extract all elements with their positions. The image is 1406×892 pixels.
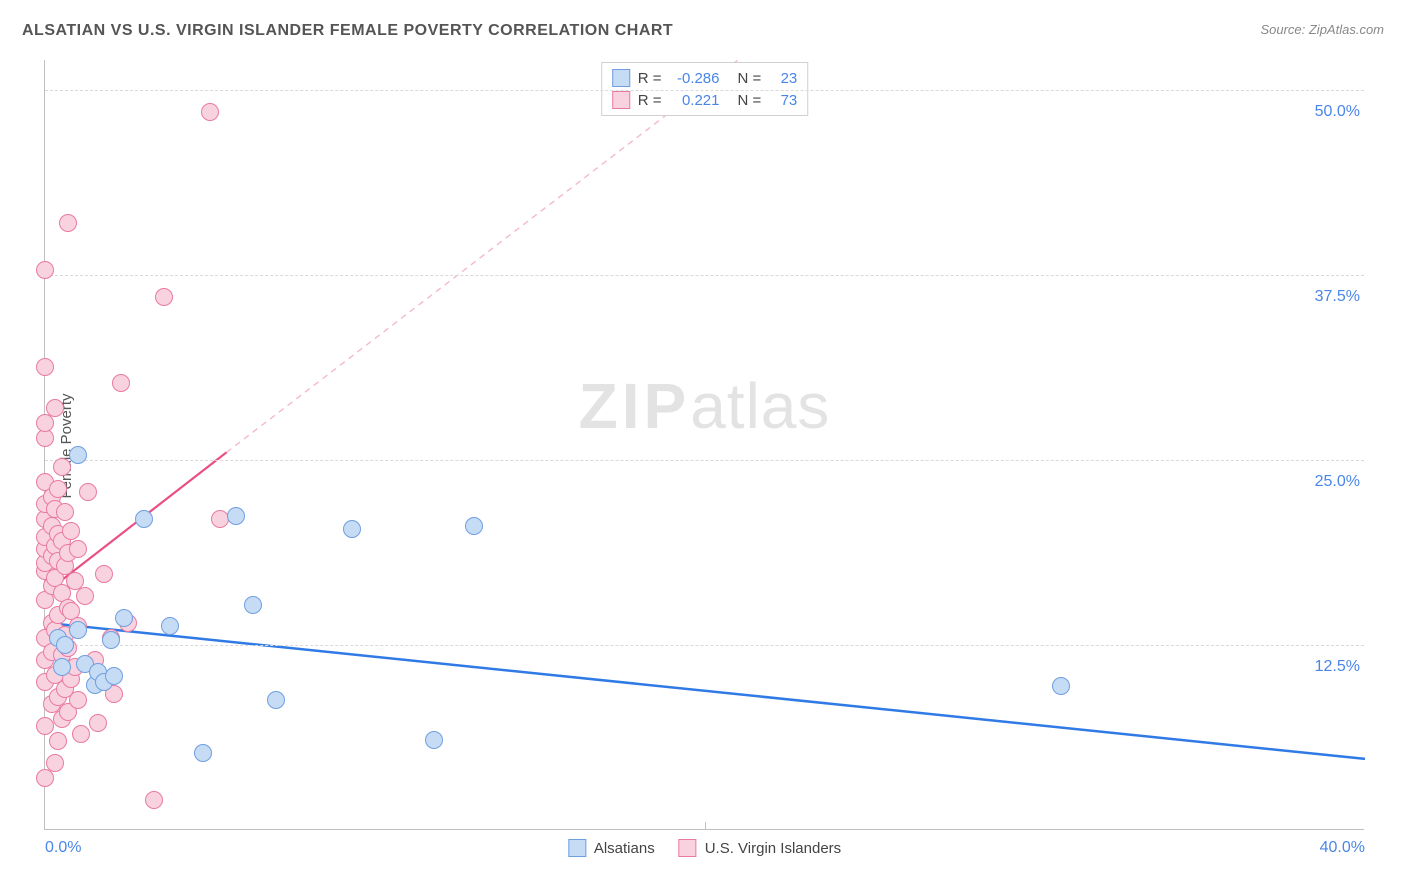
- scatter-point: [89, 714, 107, 732]
- legend-r-value: -0.286: [670, 70, 720, 87]
- gridline: [45, 460, 1364, 461]
- legend-item: Alsatians: [568, 839, 655, 857]
- scatter-point: [201, 103, 219, 121]
- scatter-point: [46, 399, 64, 417]
- scatter-point: [244, 596, 262, 614]
- scatter-point: [49, 732, 67, 750]
- x-tick-label: 40.0%: [1320, 839, 1365, 857]
- scatter-point: [102, 631, 120, 649]
- legend-n-label: N =: [738, 70, 762, 87]
- scatter-point: [76, 587, 94, 605]
- chart-title: ALSATIAN VS U.S. VIRGIN ISLANDER FEMALE …: [22, 22, 673, 40]
- scatter-point: [69, 540, 87, 558]
- y-tick-label: 50.0%: [1315, 103, 1360, 121]
- scatter-point: [49, 480, 67, 498]
- legend-n-label: N =: [738, 92, 762, 109]
- scatter-point: [36, 358, 54, 376]
- scatter-point: [343, 520, 361, 538]
- scatter-point: [62, 522, 80, 540]
- y-tick-label: 25.0%: [1315, 473, 1360, 491]
- scatter-point: [227, 507, 245, 525]
- legend-swatch: [612, 91, 630, 109]
- legend-series-name: U.S. Virgin Islanders: [705, 840, 841, 857]
- x-tick-label: 0.0%: [45, 839, 81, 857]
- watermark: ZIPatlas: [579, 369, 831, 443]
- trend-line: [45, 623, 1365, 759]
- scatter-point: [194, 744, 212, 762]
- scatter-point: [69, 621, 87, 639]
- scatter-point: [79, 483, 97, 501]
- legend-swatch: [679, 839, 697, 857]
- scatter-point: [69, 691, 87, 709]
- scatter-point: [95, 565, 113, 583]
- scatter-point: [1052, 677, 1070, 695]
- scatter-point: [72, 725, 90, 743]
- trend-lines-layer: [45, 60, 1364, 829]
- scatter-point: [105, 667, 123, 685]
- scatter-point: [36, 717, 54, 735]
- scatter-point: [56, 636, 74, 654]
- gridline: [45, 90, 1364, 91]
- scatter-point: [59, 214, 77, 232]
- scatter-point: [425, 731, 443, 749]
- plot-area: ZIPatlas R =-0.286N =23R =0.221N =73 Als…: [44, 60, 1364, 830]
- scatter-point: [161, 617, 179, 635]
- legend-row: R = 0.221 N = 73: [612, 89, 798, 111]
- scatter-point: [36, 261, 54, 279]
- x-tick-mark: [705, 822, 706, 830]
- legend-series-name: Alsatians: [594, 840, 655, 857]
- scatter-point: [267, 691, 285, 709]
- scatter-point: [465, 517, 483, 535]
- scatter-point: [53, 458, 71, 476]
- legend-swatch: [612, 69, 630, 87]
- legend-r-label: R =: [638, 70, 662, 87]
- scatter-point: [69, 446, 87, 464]
- gridline: [45, 645, 1364, 646]
- scatter-point: [115, 609, 133, 627]
- legend-n-value: 23: [769, 70, 797, 87]
- y-tick-label: 12.5%: [1315, 658, 1360, 676]
- series-legend: Alsatians U.S. Virgin Islanders: [568, 839, 841, 857]
- scatter-point: [145, 791, 163, 809]
- legend-r-label: R =: [638, 92, 662, 109]
- scatter-point: [155, 288, 173, 306]
- legend-row: R = -0.286 N = 23: [612, 67, 798, 89]
- scatter-point: [53, 658, 71, 676]
- scatter-point: [211, 510, 229, 528]
- gridline: [45, 275, 1364, 276]
- scatter-point: [112, 374, 130, 392]
- scatter-point: [46, 754, 64, 772]
- legend-item: U.S. Virgin Islanders: [679, 839, 841, 857]
- legend-swatch: [568, 839, 586, 857]
- y-tick-label: 37.5%: [1315, 288, 1360, 306]
- source-label: Source: ZipAtlas.com: [1260, 22, 1384, 37]
- legend-n-value: 73: [769, 92, 797, 109]
- scatter-point: [135, 510, 153, 528]
- scatter-point: [56, 503, 74, 521]
- legend-r-value: 0.221: [670, 92, 720, 109]
- trend-line: [227, 60, 739, 452]
